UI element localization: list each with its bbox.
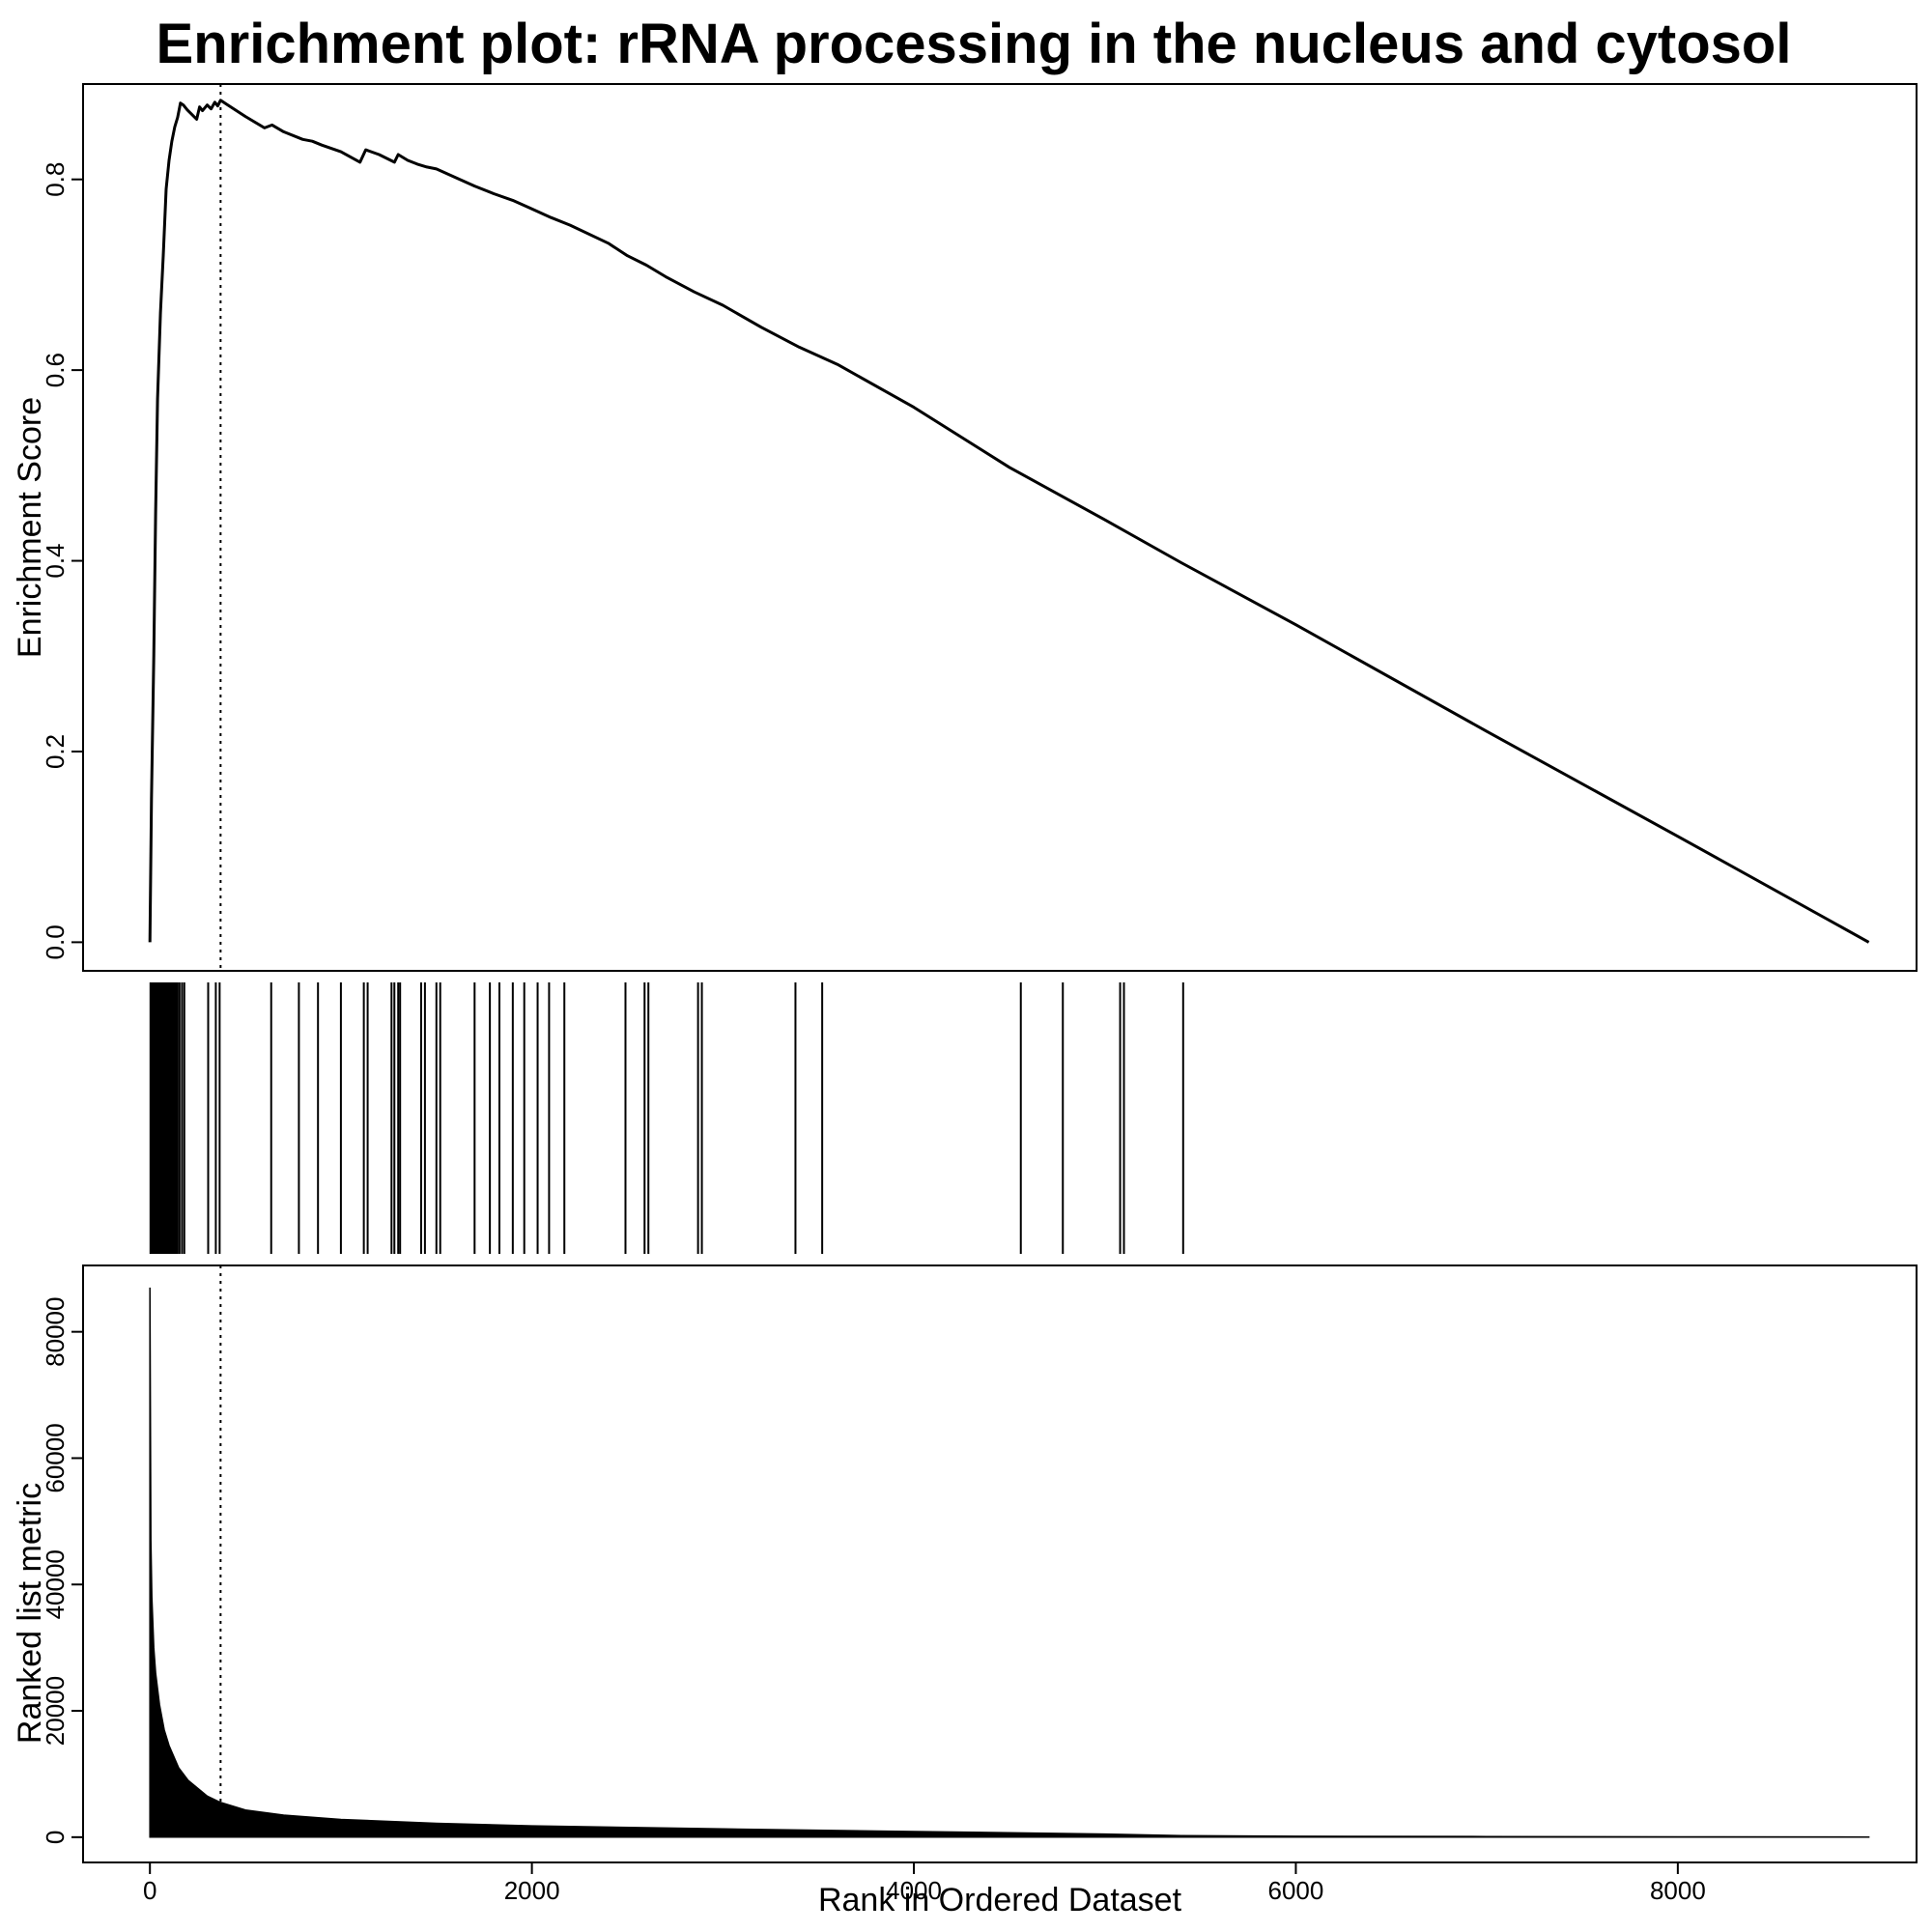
- rank-x-tick-label: 0: [143, 1876, 156, 1905]
- enrichment-y-tick-label: 0.4: [41, 543, 70, 578]
- metric-y-tick-label: 0: [41, 1831, 70, 1844]
- rank-x-tick-label: 2000: [504, 1876, 560, 1905]
- metric-panel-frame: [82, 1264, 1918, 1863]
- metric-y-axis: 0 20000 40000 60000 80000: [41, 1297, 83, 1844]
- enrichment-y-tick-label: 0.0: [41, 924, 70, 959]
- metric-y-tick-label: 60000: [41, 1423, 70, 1492]
- enrichment-y-axis: 0.0 0.2 0.4 0.6 0.8: [41, 162, 83, 959]
- enrichment-score-line: [148, 99, 1870, 944]
- enrichment-y-tick-label: 0.2: [41, 734, 70, 769]
- enrichment-y-tick-label: 0.8: [41, 162, 70, 197]
- ranked-metric-area: [149, 1287, 1870, 1838]
- chart-title: Enrichment plot: rRNA processing in the …: [156, 13, 1792, 75]
- rank-x-axis-title: Rank in Ordered Dataset: [818, 1882, 1182, 1918]
- enrichment-panel-frame: [82, 83, 1918, 972]
- rank-x-tick-label: 8000: [1650, 1876, 1706, 1905]
- metric-y-tick-label: 40000: [41, 1549, 70, 1619]
- metric-y-tick-label: 20000: [41, 1676, 70, 1746]
- enrichment-y-tick-label: 0.6: [41, 353, 70, 387]
- enrichment-score-panel: 0.0 0.2 0.4 0.6 0.8 Enrichment Score: [12, 83, 1918, 972]
- gene-hit-barcode-panel: [149, 982, 1184, 1254]
- rank-x-tick-label: 4000: [886, 1876, 942, 1905]
- rank-x-tick-label: 6000: [1268, 1876, 1324, 1905]
- rank-x-axis: 0 2000 4000 6000 8000: [143, 1862, 1706, 1905]
- enrichment-y-axis-title: Enrichment Score: [12, 397, 48, 658]
- metric-y-axis-title: Ranked list metric: [12, 1483, 48, 1744]
- metric-y-tick-label: 80000: [41, 1297, 70, 1367]
